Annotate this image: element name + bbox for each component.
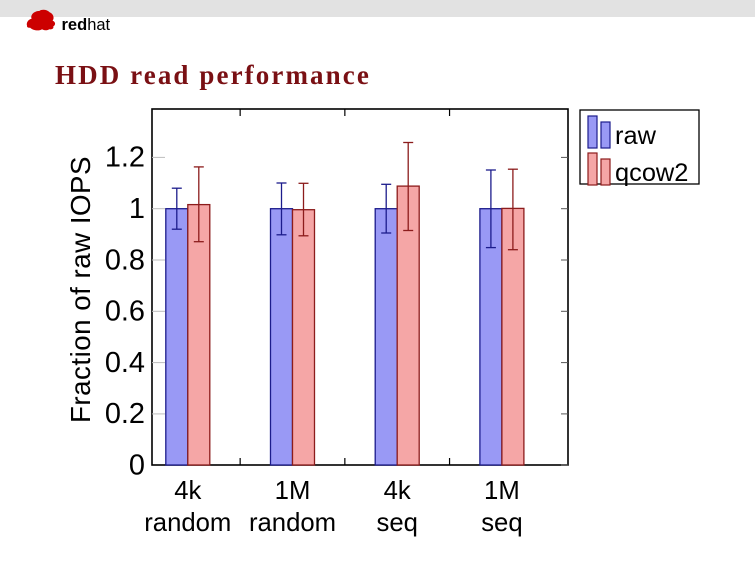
svg-text:1M: 1M <box>484 477 520 505</box>
svg-text:1: 1 <box>129 193 145 225</box>
svg-text:raw: raw <box>615 122 657 150</box>
svg-text:0.6: 0.6 <box>105 296 145 328</box>
svg-text:1.2: 1.2 <box>105 142 145 174</box>
svg-text:1M: 1M <box>275 477 311 505</box>
svg-text:random: random <box>144 509 231 537</box>
svg-text:0.8: 0.8 <box>105 244 145 276</box>
svg-text:0: 0 <box>129 450 145 482</box>
svg-text:0.2: 0.2 <box>105 398 145 430</box>
svg-text:seq: seq <box>376 509 417 537</box>
svg-text:4k: 4k <box>174 477 201 505</box>
svg-text:4k: 4k <box>384 477 411 505</box>
svg-text:random: random <box>249 509 336 537</box>
svg-text:seq: seq <box>481 509 522 537</box>
svg-text:Fraction of raw IOPS: Fraction of raw IOPS <box>65 156 96 423</box>
svg-text:0.4: 0.4 <box>105 347 145 379</box>
svg-text:qcow2: qcow2 <box>615 159 688 187</box>
